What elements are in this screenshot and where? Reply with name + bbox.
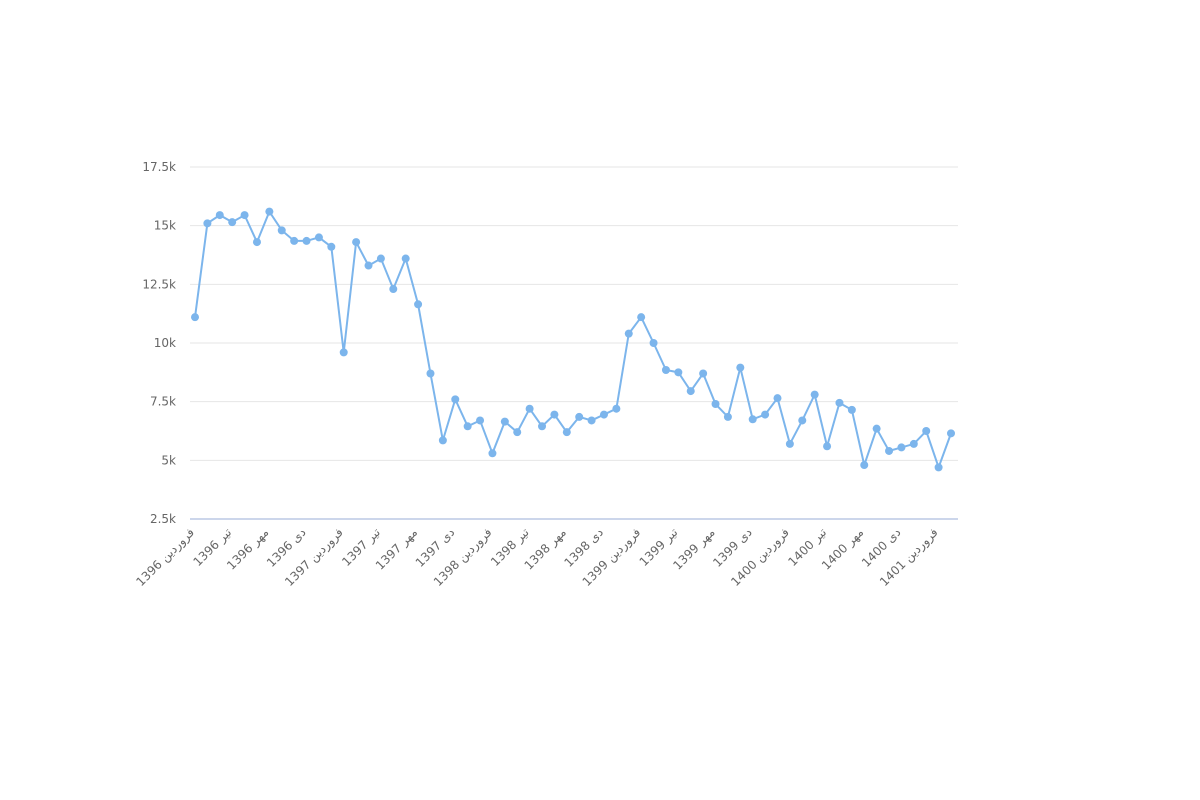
point bbox=[699, 369, 708, 378]
point bbox=[438, 436, 447, 445]
point bbox=[674, 368, 683, 377]
point bbox=[252, 238, 261, 247]
point bbox=[885, 446, 894, 455]
y-tick-label: 10k bbox=[154, 336, 176, 350]
point bbox=[228, 218, 237, 227]
point bbox=[352, 238, 361, 247]
point bbox=[909, 439, 918, 448]
point bbox=[723, 412, 732, 421]
point bbox=[426, 369, 435, 378]
x-tick-label: فروردین 1396 bbox=[133, 525, 197, 589]
point bbox=[823, 442, 832, 451]
point bbox=[265, 207, 274, 216]
point bbox=[686, 387, 695, 396]
point bbox=[860, 461, 869, 470]
point bbox=[761, 410, 770, 419]
point bbox=[835, 398, 844, 407]
point bbox=[277, 226, 286, 235]
point bbox=[922, 427, 931, 435]
point bbox=[897, 443, 906, 452]
point bbox=[562, 428, 571, 437]
point bbox=[364, 261, 373, 270]
y-tick-label: 7.5k bbox=[150, 395, 176, 409]
point bbox=[314, 233, 323, 242]
point bbox=[525, 404, 534, 413]
point bbox=[240, 211, 249, 220]
point bbox=[538, 422, 547, 431]
point bbox=[785, 439, 794, 448]
point bbox=[401, 254, 410, 263]
point bbox=[550, 410, 559, 419]
point bbox=[773, 394, 782, 403]
y-tick-label: 2.5k bbox=[150, 512, 176, 526]
point bbox=[500, 417, 509, 426]
point bbox=[587, 416, 596, 425]
point bbox=[339, 348, 348, 357]
point bbox=[575, 412, 584, 421]
point bbox=[451, 395, 460, 404]
point bbox=[302, 236, 311, 245]
point bbox=[599, 410, 608, 419]
point bbox=[711, 400, 720, 409]
point bbox=[414, 300, 423, 309]
point bbox=[736, 363, 745, 372]
y-tick-label: 5k bbox=[161, 453, 176, 467]
point bbox=[798, 416, 807, 425]
point bbox=[847, 405, 856, 414]
point bbox=[649, 339, 658, 347]
point bbox=[327, 242, 336, 251]
point bbox=[488, 449, 497, 458]
point bbox=[872, 424, 881, 433]
point bbox=[191, 313, 199, 322]
point bbox=[934, 463, 943, 472]
point bbox=[947, 429, 955, 438]
y-tick-label: 17.5k bbox=[142, 160, 176, 174]
point bbox=[215, 211, 224, 220]
point bbox=[203, 219, 212, 228]
point bbox=[748, 415, 757, 424]
point bbox=[513, 428, 522, 437]
y-tick-label: 12.5k bbox=[142, 277, 176, 291]
point bbox=[612, 404, 621, 413]
point bbox=[637, 313, 646, 322]
line bbox=[194, 209, 952, 471]
point bbox=[290, 236, 299, 245]
point bbox=[376, 254, 385, 263]
point bbox=[463, 422, 472, 431]
point bbox=[476, 416, 485, 425]
point bbox=[661, 365, 670, 374]
point bbox=[624, 329, 633, 338]
point bbox=[389, 285, 398, 294]
y-tick-label: 15k bbox=[154, 219, 176, 233]
point bbox=[810, 390, 819, 399]
